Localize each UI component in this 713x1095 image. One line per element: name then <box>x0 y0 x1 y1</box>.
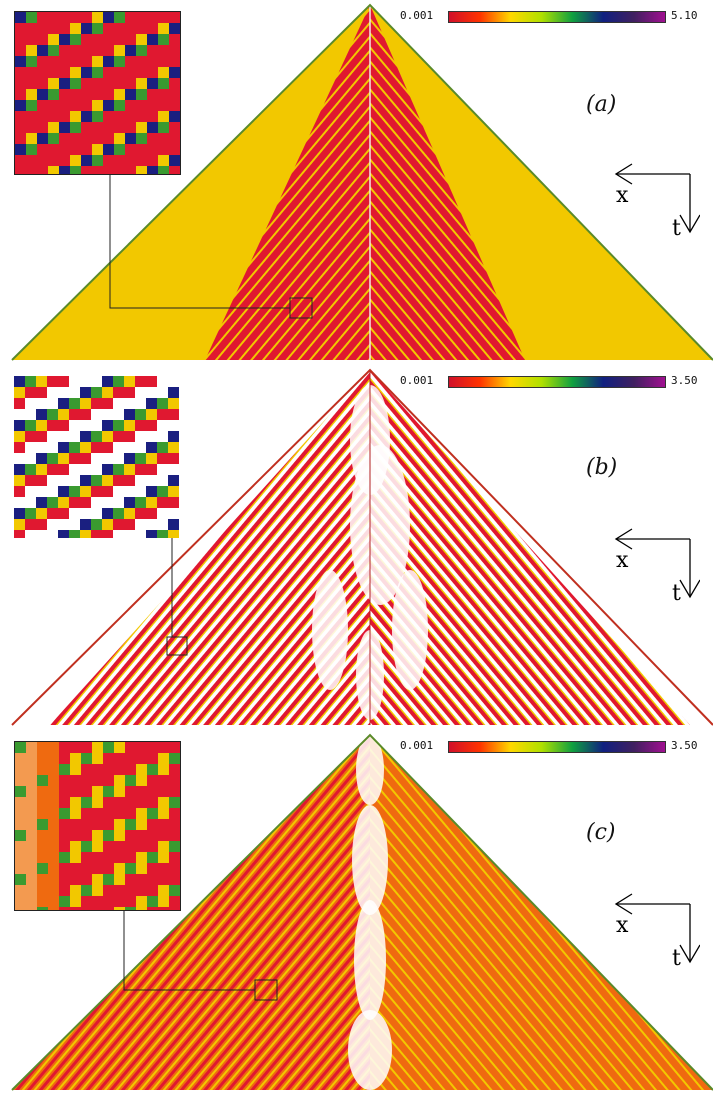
cone-boundary <box>11 3 713 361</box>
panel-b-zoom-inset <box>14 376 179 541</box>
panel-b-label: (b) <box>586 455 618 480</box>
panel-b-t-axis-label: t <box>672 581 681 605</box>
panel-a: 0.001 5.10 (a) x t <box>0 0 713 365</box>
void-region <box>312 570 348 690</box>
panel-c-colorbar-max: 3.50 <box>671 739 698 752</box>
panel-c-colorbar <box>448 741 666 753</box>
inner-cone-right <box>370 5 525 360</box>
panel-b: 0.001 3.50 (b) x t <box>0 365 713 730</box>
panel-b-colorbar-min: 0.001 <box>400 374 434 387</box>
cone-right <box>370 370 690 725</box>
panel-c-t-axis-label: t <box>672 946 681 970</box>
panel-a-label: (a) <box>586 92 617 117</box>
cone-boundary <box>11 733 713 1091</box>
panel-b-inset-pattern <box>14 376 179 541</box>
panel-a-colorbar <box>448 11 666 23</box>
void-region <box>356 735 384 805</box>
panel-c-inset-pattern <box>15 742 180 918</box>
panel-a-x-axis-label: x <box>616 183 629 208</box>
void-region <box>392 570 428 690</box>
cone-boundary <box>11 368 713 726</box>
panel-b-pattern <box>11 368 713 726</box>
panel-a-zoom-inset <box>14 11 181 177</box>
panel-c-pattern <box>11 733 713 1091</box>
zoom-box <box>289 297 313 319</box>
panel-b-axes-indicator: x t <box>614 528 700 605</box>
panel-a-inset-pattern <box>15 12 180 177</box>
panel-c-zoom-inset <box>14 741 181 918</box>
panel-b-x-axis-label: x <box>616 548 629 573</box>
zoom-box <box>166 636 188 656</box>
panel-b-colorbar-max: 3.50 <box>671 374 698 387</box>
zoom-connector <box>109 173 290 309</box>
panel-b-colorbar <box>448 376 666 388</box>
void-region <box>354 900 386 1020</box>
cone-left <box>50 370 370 725</box>
panel-c: 0.001 3.50 (c) x t <box>0 730 713 1095</box>
void-region <box>350 445 410 605</box>
zoom-connector <box>123 909 255 991</box>
panel-c-colorbar-min: 0.001 <box>400 739 434 752</box>
void-region <box>348 1010 392 1090</box>
panel-a-colorbar-max: 5.10 <box>671 9 698 22</box>
panel-a-colorbar-min: 0.001 <box>400 9 434 22</box>
void-region <box>352 805 388 915</box>
zoom-box <box>254 979 278 1001</box>
panel-c-x-axis-label: x <box>616 913 629 938</box>
panel-c-label: (c) <box>586 820 616 845</box>
panel-c-axes-indicator: x t <box>614 893 700 970</box>
panel-a-pattern <box>11 3 713 361</box>
inner-cone-left <box>205 5 370 360</box>
panel-a-t-axis-label: t <box>672 216 681 240</box>
panel-a-axes-indicator: x t <box>614 163 700 240</box>
